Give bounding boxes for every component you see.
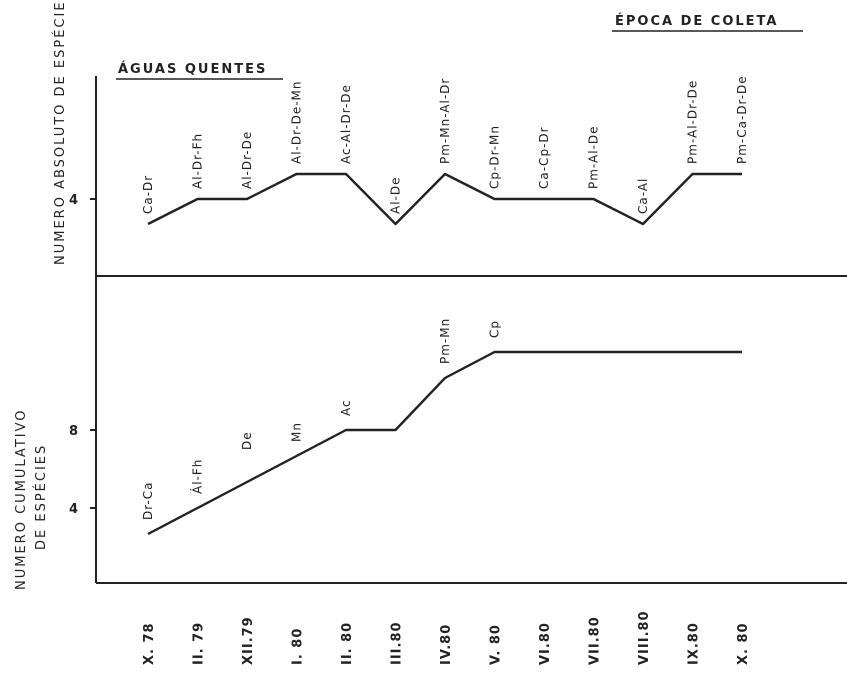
top-y-tick-label: 4	[69, 193, 78, 208]
x-category-label: IV.80	[439, 624, 454, 665]
top-point-label: Al-Dr-De-Mn	[290, 80, 304, 164]
x-category-label: V. 80	[489, 624, 504, 665]
top-chart: 4 Ca-Dr Al-Dr-Fh Al-Dr-De Al-Dr-De-Mn Ac-Al-D…	[69, 75, 749, 226]
x-category-label: II. 80	[340, 622, 355, 665]
x-category-label: VII.80	[588, 616, 603, 665]
bottom-point-label: Pm-Mn	[438, 318, 452, 364]
top-point-label: Al-De	[389, 177, 403, 215]
bottom-point-label: Cp	[488, 320, 502, 338]
bottom-series-line	[147, 350, 742, 536]
top-chart-title: ÁGUAS QUENTES	[118, 61, 267, 77]
x-category-labels: X. 78 II. 79 XII.79 I. 80 II. 80 III.80 IV.80 V…	[142, 610, 751, 665]
bottom-point-label: Dr-Ca	[141, 482, 155, 520]
bottom-chart: 4 8 Dr-Ca Ál-Fh De Mn Ac Pm-Mn Cp	[69, 318, 742, 536]
bottom-point-label: Mn	[290, 422, 304, 442]
x-category-label: VIII.80	[637, 610, 652, 665]
x-category-label: XII.79	[241, 616, 256, 665]
top-point-label: Al-Dr-Fh	[191, 133, 205, 189]
x-category-label: III.80	[390, 621, 405, 665]
top-point-label: Pm-Ca-Dr-De	[735, 75, 749, 164]
bottom-point-label: De	[240, 431, 254, 450]
top-point-label: Pm-Mn-Al-Dr	[438, 78, 452, 164]
x-category-label: X. 78	[142, 622, 157, 665]
x-category-label: X. 80	[736, 622, 751, 665]
top-point-label: Pm-Al-Dr-De	[686, 80, 700, 164]
top-point-label: Ca-Cp-Dr	[537, 126, 551, 189]
x-category-label: I. 80	[291, 628, 306, 665]
bottom-y-tick-label: 8	[69, 424, 78, 439]
top-point-label: Ca-Al	[636, 178, 650, 214]
top-point-label: Cp-Dr-Mn	[488, 125, 502, 189]
bottom-y-axis-title-line2: DE ESPÉCIES	[33, 444, 49, 550]
x-category-label: IX.80	[687, 622, 702, 665]
top-series-line	[147, 172, 742, 226]
top-point-label: Pm-Al-De	[587, 126, 601, 190]
x-axis-title: ÉPOCA DE COLETA	[615, 13, 778, 29]
bottom-point-label: Ál-Fh	[190, 459, 205, 494]
top-point-label: Ac-Al-Dr-De	[339, 84, 353, 164]
bottom-point-label: Ac	[339, 399, 353, 416]
bottom-y-axis-title-line1: NUMERO CUMULATIVO	[14, 409, 29, 591]
x-category-label: VI.80	[538, 622, 553, 665]
bottom-y-tick-label: 4	[69, 502, 78, 517]
top-y-axis-title: NUMERO ABSOLUTO DE ESPÉCIES	[52, 0, 68, 265]
top-point-label: Al-Dr-De	[240, 131, 254, 189]
x-category-label: II. 79	[192, 622, 207, 665]
top-point-label: Ca-Dr	[141, 175, 155, 214]
